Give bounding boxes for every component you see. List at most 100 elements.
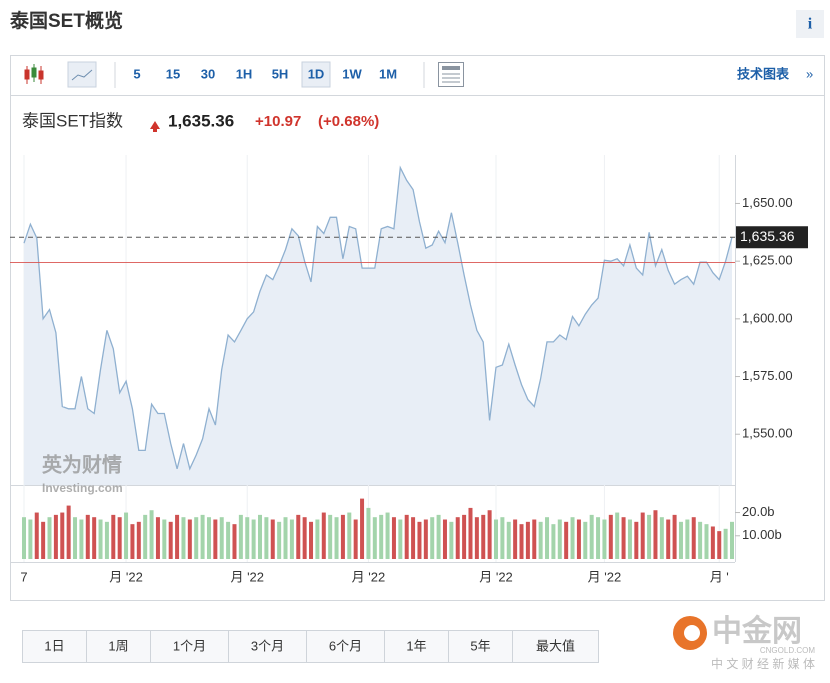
range-button[interactable] [306,630,385,663]
range-label[interactable]: 5年 [470,638,490,653]
volume-bar [366,507,371,559]
volume-bar [136,521,141,559]
layout-icon[interactable] [438,62,464,87]
quote-change: +10.97 [255,113,301,130]
volume-bar [360,498,365,559]
volume-bar [143,514,148,559]
volume-bar [194,517,199,559]
watermark-en: Investing.com [42,481,123,495]
range-button[interactable] [448,630,513,663]
volume-bar [442,519,447,559]
volume-bar [666,519,671,559]
x-tick-label: 月 '22 [109,569,143,584]
volume-bar [104,521,109,559]
volume-bar [557,519,562,559]
volume-bar [296,514,301,559]
volume-bar [621,517,626,559]
volume-bar [85,514,90,559]
volume-bar [455,517,460,559]
volume-bar [66,505,71,559]
volume-bar [321,512,326,559]
interval-button[interactable]: 1H [236,66,253,81]
volume-bar [92,517,97,559]
volume-bar [219,517,224,559]
volume-bar [647,514,652,559]
range-label[interactable]: 6个月 [329,638,362,653]
volume-bar [596,517,601,559]
y-tick-label: 1,575.00 [742,368,793,383]
range-button[interactable] [86,630,151,663]
volume-bar [340,514,345,559]
volume-bar [589,514,594,559]
interval-button[interactable]: 5 [133,66,140,81]
x-tick-label: 7 [20,569,27,584]
interval-button[interactable]: 15 [166,66,180,81]
volume-bar [187,519,192,559]
more-arrow[interactable]: » [806,66,813,81]
technical-chart-link[interactable]: 技术图表 [737,66,790,81]
range-label[interactable]: 1个月 [173,638,206,653]
range-button[interactable] [384,630,449,663]
volume-bar [206,517,211,559]
volume-bar [289,519,294,559]
volume-bar [264,517,269,559]
range-button[interactable] [512,630,599,663]
interval-button[interactable]: 5H [272,66,289,81]
candle-icon[interactable] [24,64,44,84]
volume-bar [576,519,581,559]
logo-name: 中金网 [712,614,802,648]
volume-bar [251,519,256,559]
volume-bar [309,521,314,559]
line-icon[interactable] [67,61,97,88]
volume-bar [79,519,84,559]
logo-tagline: 中 文 财 经 新 媒 体 [711,656,815,671]
range-button[interactable] [228,630,307,663]
interval-button[interactable]: 1M [379,66,397,81]
interval-selected[interactable] [301,61,331,88]
volume-bar [430,517,435,559]
interval-button[interactable]: 30 [201,66,215,81]
volume-bar [494,519,498,559]
volume-bar [717,531,722,559]
info-icon[interactable]: i [808,16,813,33]
quote-name: 泰国SET指数 [22,111,123,130]
range-label[interactable]: 1日 [44,638,64,653]
volume-bar [411,517,416,559]
volume-bar [608,514,613,559]
volume-bar [545,517,550,559]
interval-button[interactable]: 1W [342,66,362,81]
y-tick-label: 1,625.00 [742,253,793,268]
volume-bar [117,517,122,559]
volume-bar [98,519,103,559]
volume-bar [468,507,473,559]
volume-bar [353,519,358,559]
volume-bar [449,521,454,559]
line-icon-glyph [71,69,93,81]
interval-button[interactable]: 1D [308,66,325,81]
volume-bar [404,514,409,559]
range-label[interactable]: 1周 [108,638,128,653]
x-tick-label: 月 ' [710,569,729,584]
volume-bar [334,517,339,559]
range-label[interactable]: 3个月 [251,638,284,653]
volume-bar [283,517,288,559]
range-label[interactable]: 最大值 [536,638,575,653]
volume-bar [685,519,690,559]
range-label[interactable]: 1年 [406,638,426,653]
range-button[interactable] [150,630,229,663]
volume-bar [627,519,632,559]
volume-bar [181,517,186,559]
volume-bar [678,521,683,559]
chart-panel [10,95,825,601]
volume-bar [315,519,320,559]
volume-bar [730,521,734,559]
price-area [24,167,732,485]
volume-bar [238,514,243,559]
last-price-badge [736,226,808,249]
info-button[interactable] [796,10,824,38]
volume-bar [500,517,505,559]
volume-bar [436,514,441,559]
volume-bar [124,512,129,559]
volume-bar [162,519,167,559]
volume-bar [347,512,352,559]
